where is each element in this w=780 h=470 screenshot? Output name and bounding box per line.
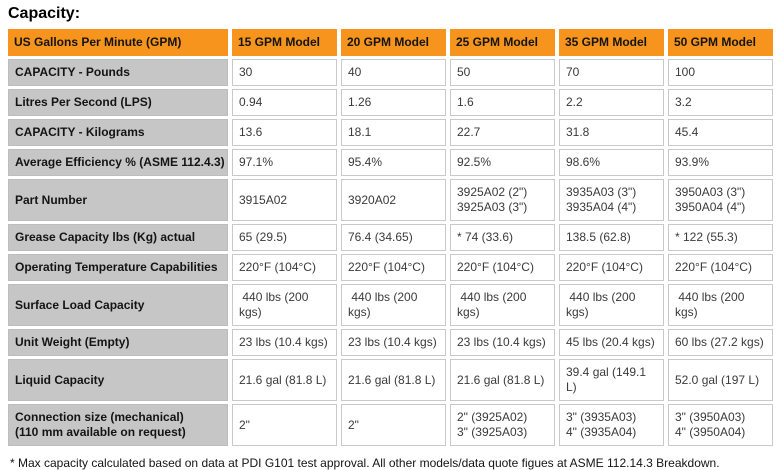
table-row-unit-weight: Unit Weight (Empty) 23 lbs (10.4 kgs) 23… — [8, 329, 773, 356]
value-cell: 22.7 — [450, 119, 555, 146]
capacity-table: US Gallons Per Minute (GPM) 15 GPM Model… — [4, 26, 777, 449]
value-cell: 440 lbs (200 kgs) — [559, 284, 664, 326]
value-cell: 93.9% — [668, 149, 773, 176]
value-cell: 23 lbs (10.4 kgs) — [341, 329, 446, 356]
column-header-15gpm: 15 GPM Model — [232, 29, 337, 56]
value-cell: 138.5 (62.8) — [559, 224, 664, 251]
column-header-25gpm: 25 GPM Model — [450, 29, 555, 56]
value-cell: 3950A03 (3") 3950A04 (4") — [668, 179, 773, 221]
row-label: Grease Capacity lbs (Kg) actual — [8, 224, 228, 251]
value-cell: 220°F (104°C) — [450, 254, 555, 281]
value-cell: 100 — [668, 59, 773, 86]
table-row-operating-temperature: Operating Temperature Capabilities 220°F… — [8, 254, 773, 281]
value-cell: 45.4 — [668, 119, 773, 146]
row-label: CAPACITY - Pounds — [8, 59, 228, 86]
value-cell: 0.94 — [232, 89, 337, 116]
value-cell: 76.4 (34.65) — [341, 224, 446, 251]
row-label: CAPACITY - Kilograms — [8, 119, 228, 146]
value-cell: 23 lbs (10.4 kgs) — [450, 329, 555, 356]
row-label: Operating Temperature Capabilities — [8, 254, 228, 281]
table-row-connection-size: Connection size (mechanical) (110 mm ava… — [8, 404, 773, 446]
value-cell: 30 — [232, 59, 337, 86]
table-row-grease-capacity: Grease Capacity lbs (Kg) actual 65 (29.5… — [8, 224, 773, 251]
value-cell: 97.1% — [232, 149, 337, 176]
row-label: Connection size (mechanical) (110 mm ava… — [8, 404, 228, 446]
value-cell: * 122 (55.3) — [668, 224, 773, 251]
row-label: Litres Per Second (LPS) — [8, 89, 228, 116]
value-cell: 70 — [559, 59, 664, 86]
value-cell: 1.6 — [450, 89, 555, 116]
value-cell: 220°F (104°C) — [232, 254, 337, 281]
value-cell: 440 lbs (200 kgs) — [668, 284, 773, 326]
value-cell: 220°F (104°C) — [668, 254, 773, 281]
value-cell: 2" — [341, 404, 446, 446]
value-cell: 65 (29.5) — [232, 224, 337, 251]
value-cell: 3935A03 (3") 3935A04 (4") — [559, 179, 664, 221]
value-cell: 45 lbs (20.4 kgs) — [559, 329, 664, 356]
value-cell: 52.0 gal (197 L) — [668, 359, 773, 401]
value-cell: 31.8 — [559, 119, 664, 146]
value-cell: 18.1 — [341, 119, 446, 146]
row-label: Part Number — [8, 179, 228, 221]
table-row-liquid-capacity: Liquid Capacity 21.6 gal (81.8 L) 21.6 g… — [8, 359, 773, 401]
value-cell: 440 lbs (200 kgs) — [232, 284, 337, 326]
column-header-20gpm: 20 GPM Model — [341, 29, 446, 56]
row-label: Unit Weight (Empty) — [8, 329, 228, 356]
value-cell: 3920A02 — [341, 179, 446, 221]
table-row-surface-load: Surface Load Capacity 440 lbs (200 kgs) … — [8, 284, 773, 326]
value-cell: 92.5% — [450, 149, 555, 176]
page-title: Capacity: — [8, 5, 81, 22]
table-row-capacity-pounds: CAPACITY - Pounds 30 40 50 70 100 — [8, 59, 773, 86]
value-cell: 95.4% — [341, 149, 446, 176]
value-cell: 39.4 gal (149.1 L) — [559, 359, 664, 401]
value-cell: 3915A02 — [232, 179, 337, 221]
value-cell: * 74 (33.6) — [450, 224, 555, 251]
column-header-gpm: US Gallons Per Minute (GPM) — [8, 29, 228, 56]
value-cell: 98.6% — [559, 149, 664, 176]
row-label: Average Efficiency % (ASME 112.4.3) — [8, 149, 228, 176]
value-cell: 220°F (104°C) — [341, 254, 446, 281]
value-cell: 50 — [450, 59, 555, 86]
value-cell: 40 — [341, 59, 446, 86]
value-cell: 440 lbs (200 kgs) — [341, 284, 446, 326]
value-cell: 1.26 — [341, 89, 446, 116]
table-row-capacity-kilograms: CAPACITY - Kilograms 13.6 18.1 22.7 31.8… — [8, 119, 773, 146]
column-header-35gpm: 35 GPM Model — [559, 29, 664, 56]
table-row-part-number: Part Number 3915A02 3920A02 3925A02 (2")… — [8, 179, 773, 221]
value-cell: 23 lbs (10.4 kgs) — [232, 329, 337, 356]
table-row-litres-per-second: Litres Per Second (LPS) 0.94 1.26 1.6 2.… — [8, 89, 773, 116]
footnote: * Max capacity calculated based on data … — [10, 456, 720, 470]
value-cell: 220°F (104°C) — [559, 254, 664, 281]
header-row: US Gallons Per Minute (GPM) 15 GPM Model… — [8, 29, 773, 56]
value-cell: 21.6 gal (81.8 L) — [450, 359, 555, 401]
value-cell: 2" — [232, 404, 337, 446]
value-cell: 13.6 — [232, 119, 337, 146]
value-cell: 3925A02 (2") 3925A03 (3") — [450, 179, 555, 221]
value-cell: 21.6 gal (81.8 L) — [341, 359, 446, 401]
value-cell: 3" (3935A03) 4" (3935A04) — [559, 404, 664, 446]
table-row-average-efficiency: Average Efficiency % (ASME 112.4.3) 97.1… — [8, 149, 773, 176]
value-cell: 60 lbs (27.2 kgs) — [668, 329, 773, 356]
value-cell: 2" (3925A02) 3" (3925A03) — [450, 404, 555, 446]
value-cell: 2.2 — [559, 89, 664, 116]
column-header-50gpm: 50 GPM Model — [668, 29, 773, 56]
value-cell: 3.2 — [668, 89, 773, 116]
value-cell: 440 lbs (200 kgs) — [450, 284, 555, 326]
row-label: Surface Load Capacity — [8, 284, 228, 326]
row-label: Liquid Capacity — [8, 359, 228, 401]
value-cell: 21.6 gal (81.8 L) — [232, 359, 337, 401]
value-cell: 3" (3950A03) 4" (3950A04) — [668, 404, 773, 446]
